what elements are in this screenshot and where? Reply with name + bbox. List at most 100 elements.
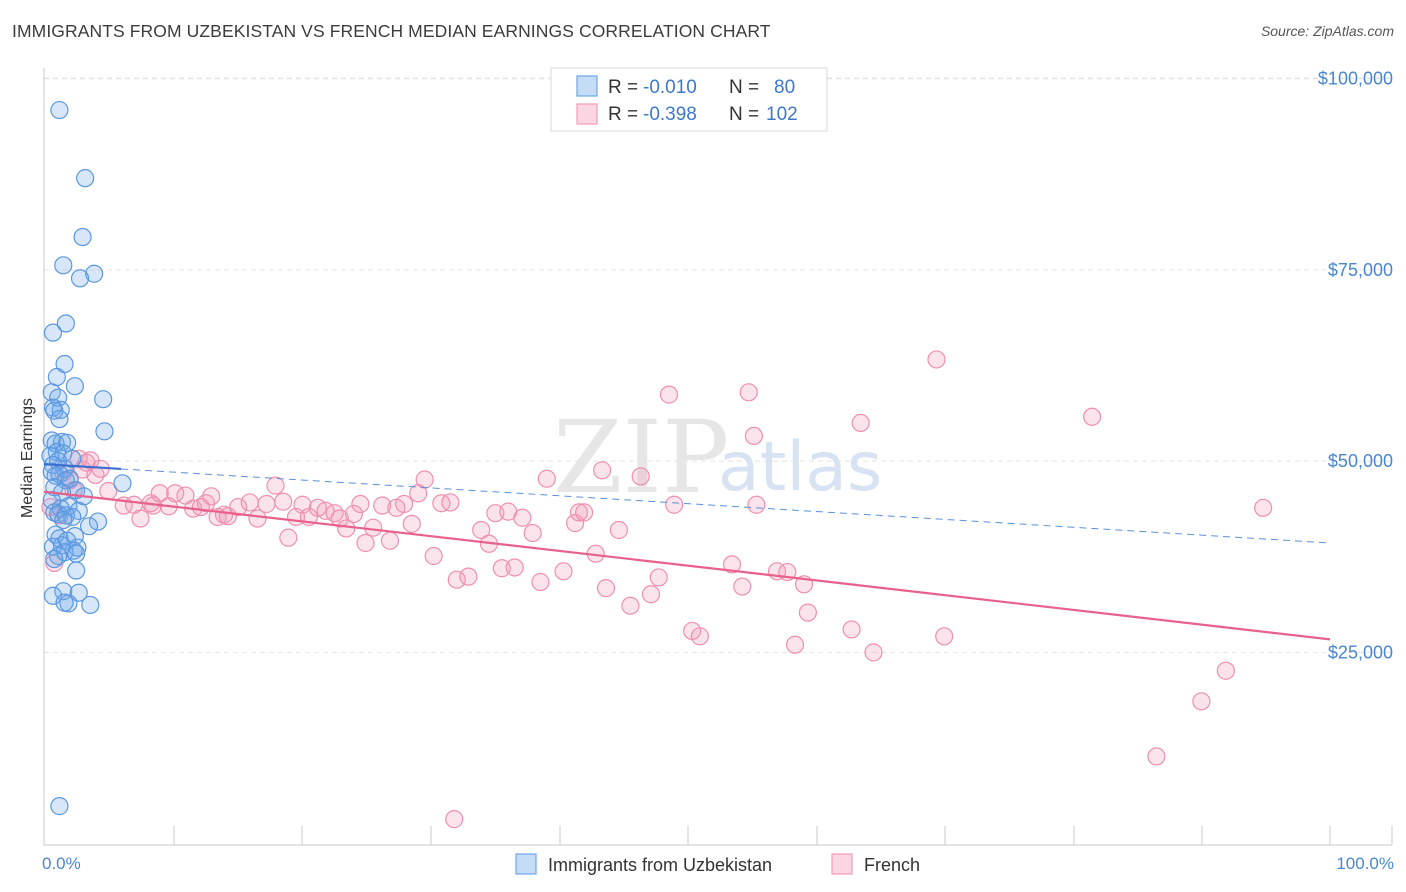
x-tick-label-max: 100.0%: [1336, 854, 1394, 873]
french-point-31: [248, 509, 267, 528]
french-point-75: [593, 461, 612, 480]
legend-r-label-1: R =: [608, 77, 638, 98]
french-point-45: [351, 494, 370, 514]
uzbekistan-point-13: [94, 390, 113, 409]
french-point-65: [505, 558, 524, 577]
french-point-105: [1254, 498, 1273, 517]
french-point-104: [1216, 661, 1235, 680]
legend-r-value-1: -0.010: [643, 77, 697, 98]
french-point-78: [621, 596, 640, 615]
french-point-90: [747, 495, 766, 514]
series-legend-swatch-french[interactable]: [831, 853, 853, 875]
uzbekistan-trend-dashed: [121, 468, 1331, 544]
x-tick-label-min: 0.0%: [42, 854, 81, 873]
french-point-25: [202, 487, 221, 506]
uzbekistan-point-66: [43, 586, 63, 605]
french-point-102: [1147, 747, 1166, 766]
uzbekistan-point-2: [73, 227, 92, 247]
french-points: [41, 350, 1273, 829]
series-legend-label-uzbekistan[interactable]: Immigrants from Uzbekistan: [548, 855, 772, 875]
french-point-73: [575, 503, 594, 522]
french-point-101: [1082, 407, 1102, 426]
uzbekistan-point-26: [63, 449, 82, 468]
legend-n-label-2: N =: [729, 104, 759, 125]
french-point-76: [596, 579, 616, 598]
french-point-60: [472, 520, 491, 540]
french-point-82: [659, 385, 679, 404]
uzbekistan-point-49: [88, 512, 108, 531]
french-point-66: [513, 508, 532, 527]
french-point-98: [864, 643, 883, 662]
uzbekistan-point-50: [79, 517, 99, 536]
uzbekistan-point-7: [43, 323, 63, 342]
uzbekistan-point-6: [56, 314, 75, 333]
series-legend-swatch-uzbekistan[interactable]: [515, 853, 537, 875]
french-point-18: [150, 484, 169, 503]
x-tick-marks: [173, 826, 1393, 845]
french-point-51: [394, 494, 414, 514]
chart-title: IMMIGRANTS FROM UZBEKISTAN VS FRENCH MED…: [12, 21, 771, 41]
uzbekistan-point-69: [55, 593, 74, 612]
uzbekistan-point-35: [113, 474, 132, 493]
legend-swatch-french: [576, 103, 598, 125]
french-point-100: [935, 627, 954, 646]
french-point-34: [274, 492, 293, 511]
watermark-zip: ZIP: [553, 399, 729, 516]
legend-n-label-1: N =: [729, 77, 759, 98]
french-point-93: [785, 635, 805, 654]
french-point-67: [523, 523, 542, 543]
french-point-97: [851, 413, 870, 433]
trend-lines: [43, 463, 1331, 641]
y-tick-labels: $25,000 $50,000 $75,000 $100,000: [1318, 69, 1393, 663]
french-point-44: [344, 504, 364, 524]
french-trend-line: [43, 490, 1331, 641]
french-point-33: [266, 476, 285, 495]
french-point-79: [631, 467, 650, 486]
y-tick-label-25000: $25,000: [1328, 642, 1393, 662]
french-point-87: [733, 577, 752, 596]
french-point-41: [325, 504, 344, 523]
uzbekistan-point-60: [67, 544, 86, 563]
legend-n-value-1: 80: [774, 77, 795, 98]
legend-n-value-2: 102: [766, 104, 798, 125]
y-tick-label-75000: $75,000: [1328, 260, 1393, 280]
french-point-89: [744, 426, 763, 446]
french-point-35: [279, 528, 298, 547]
french-point-96: [842, 620, 861, 639]
french-point-54: [415, 470, 434, 489]
french-point-57: [441, 493, 460, 512]
legend-r-value-2: -0.398: [643, 104, 697, 125]
uzbekistan-point-1: [76, 169, 95, 188]
y-tick-label-50000: $50,000: [1328, 451, 1393, 471]
uzbekistan-point-10: [65, 377, 84, 396]
uzbekistan-point-0: [50, 100, 69, 120]
french-point-29: [229, 497, 248, 517]
french-point-42: [330, 509, 349, 528]
french-point-85: [690, 627, 709, 646]
french-point-46: [356, 533, 375, 553]
uzbekistan-point-18: [95, 422, 114, 441]
series-legend-label-french[interactable]: French: [864, 855, 920, 875]
axes: [43, 68, 1392, 846]
uzbekistan-point-32: [46, 466, 65, 485]
french-point-15: [131, 509, 150, 528]
french-point-77: [609, 520, 628, 540]
legend-r-label-2: R =: [608, 104, 638, 125]
french-point-88: [739, 383, 758, 402]
uzbekistan-point-3: [54, 256, 73, 275]
uzbekistan-point-20: [52, 432, 72, 452]
french-point-86: [722, 555, 742, 574]
french-point-32: [257, 494, 276, 514]
french-point-59: [459, 567, 478, 586]
french-point-95: [798, 603, 817, 622]
french-point-48: [373, 496, 392, 515]
grid-lines: [44, 77, 1392, 653]
french-point-63: [492, 559, 511, 578]
uzbekistan-point-68: [81, 595, 100, 615]
series-legend: Immigrants from Uzbekistan French: [515, 853, 920, 875]
uzbekistan-point-70: [50, 797, 69, 816]
y-tick-label-100000: $100,000: [1318, 69, 1393, 89]
french-point-108: [445, 810, 464, 829]
uzbekistan-point-5: [70, 269, 90, 288]
